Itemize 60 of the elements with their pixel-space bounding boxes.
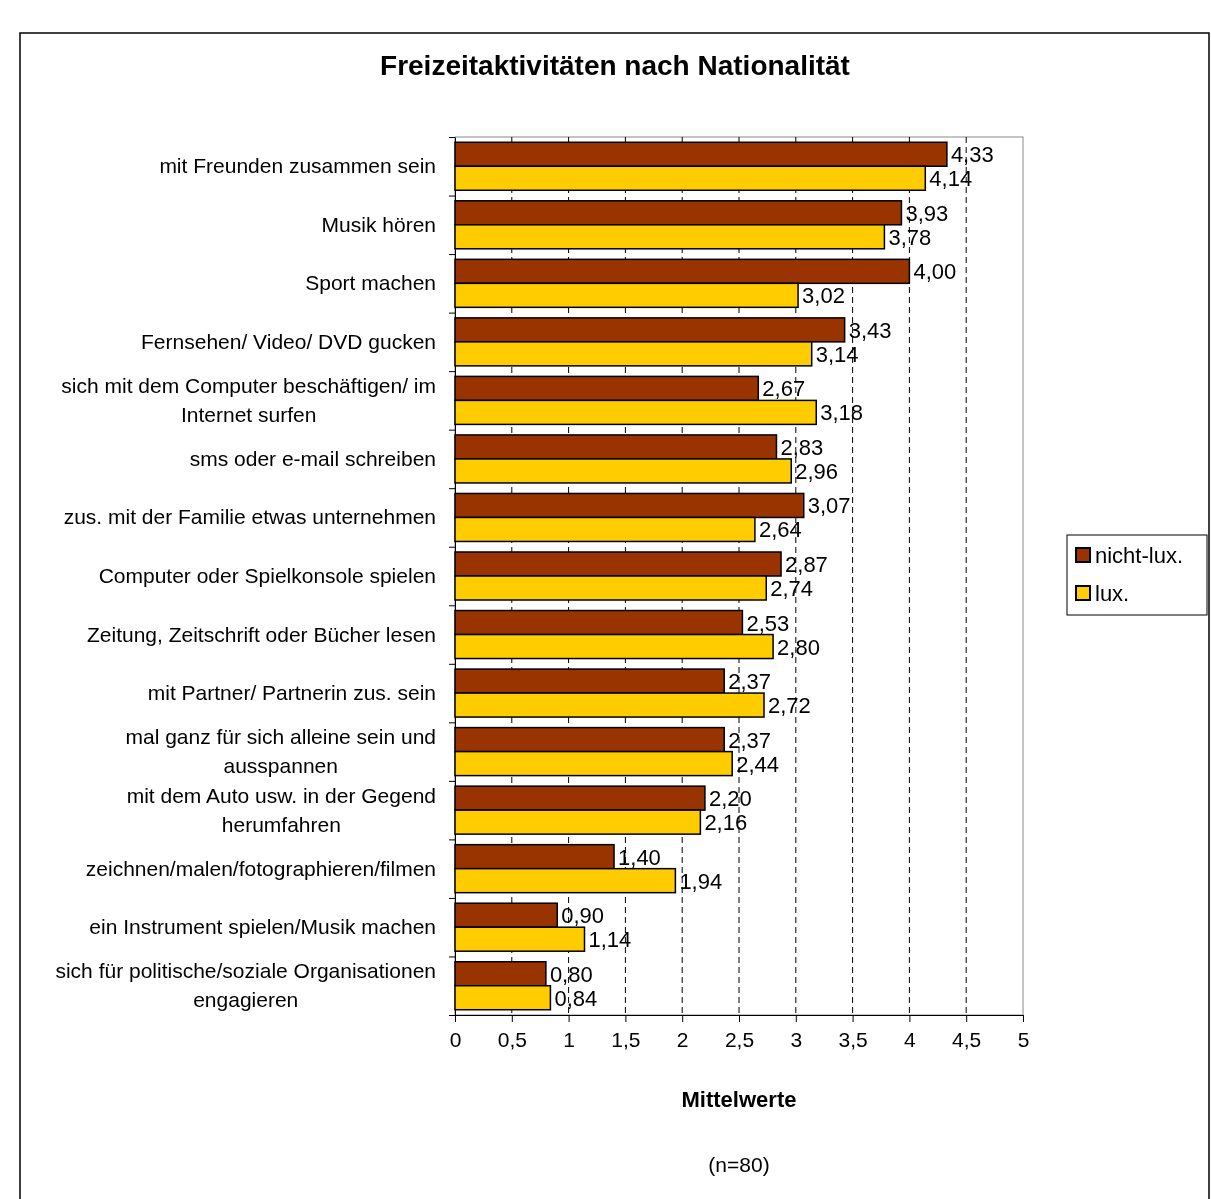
x-tick-label: 0,5: [497, 1027, 527, 1051]
y-tick-label: Sport machen: [305, 271, 436, 295]
x-axis-title: Mittelwerte: [681, 1087, 797, 1112]
y-tick-label: sms oder e-mail schreiben: [189, 446, 436, 470]
y-tick-label: mit Freunden zusammen sein: [159, 154, 436, 178]
y-tick-label: Musik hören: [321, 212, 436, 236]
data-label: 0,90: [561, 903, 605, 929]
chart-title: Freizeitaktivitäten nach Nationalität: [380, 50, 850, 81]
y-tick-label: mit dem Auto usw. in der Gegend herumfahren: [126, 783, 436, 836]
x-tick-label: 0: [449, 1027, 462, 1051]
data-label: 3,14: [815, 341, 859, 367]
data-label: 2,83: [780, 434, 824, 460]
data-label: 2,53: [746, 610, 790, 636]
y-tick-label: zus. mit der Familie etwas unternehmen: [63, 505, 436, 529]
data-label: 2,16: [704, 810, 748, 836]
data-label: 2,72: [767, 693, 811, 719]
y-tick-label: mit Partner/ Partnerin zus. sein: [147, 681, 436, 705]
data-label: 0,84: [554, 985, 598, 1011]
data-label: 3,02: [802, 283, 845, 309]
data-label: 2,37: [728, 669, 772, 695]
x-tick-label: 3: [790, 1027, 803, 1051]
data-label: 1,14: [588, 927, 632, 953]
legend-label: nicht-lux.: [1095, 543, 1184, 568]
data-label: 1,94: [679, 868, 723, 894]
data-label: 2,37: [728, 727, 772, 753]
data-label: 2,67: [762, 376, 806, 402]
legend-label: lux.: [1095, 581, 1130, 606]
x-tick-label: 1,5: [611, 1027, 641, 1051]
data-label: 2,44: [736, 751, 780, 777]
data-label: 2,20: [708, 786, 752, 812]
data-label: 3,07: [807, 493, 851, 519]
data-label: 1,40: [618, 844, 661, 870]
data-label: 2,96: [795, 458, 839, 484]
data-label: 2,87: [785, 552, 828, 577]
data-label: 3,93: [905, 200, 949, 226]
y-tick-label: zeichnen/malen/fotographieren/filmen: [85, 856, 436, 880]
x-tick-label: 4: [904, 1027, 917, 1051]
y-tick-label: Zeitung, Zeitschrift oder Bücher lesen: [86, 622, 436, 646]
x-tick-label: 2: [676, 1027, 689, 1051]
x-tick-label: 2,5: [724, 1027, 755, 1051]
y-tick-label: Computer oder Spielkonsole spielen: [98, 564, 436, 587]
data-label: 4,33: [950, 142, 994, 168]
data-label: 4,00: [913, 259, 957, 285]
x-tick-label: 5: [1017, 1027, 1030, 1051]
y-tick-label: sich mit dem Computer beschäftigen/ im Internet surfen: [61, 373, 436, 426]
data-label: 2,64: [758, 517, 802, 543]
data-label: 4,14: [929, 166, 973, 192]
y-tick-label: ein Instrument spielen/Musik machen: [89, 915, 436, 939]
data-label: 2,74: [770, 576, 814, 601]
data-label: 3,78: [888, 224, 932, 250]
data-label: 3,18: [820, 400, 864, 426]
data-label: 2,80: [777, 634, 820, 660]
data-label: 3,43: [848, 317, 892, 343]
data-label: 0,80: [549, 961, 593, 987]
y-tick-label: sich für politische/soziale Organisationen engagieren: [55, 959, 436, 1012]
y-tick-label: Fernsehen/ Video/ DVD gucken: [141, 329, 436, 353]
text: (n=80): [708, 1153, 770, 1176]
x-tick-label: 3,5: [838, 1027, 868, 1051]
x-tick-label: 1: [563, 1027, 575, 1051]
x-tick-label: 4,5: [952, 1027, 982, 1051]
